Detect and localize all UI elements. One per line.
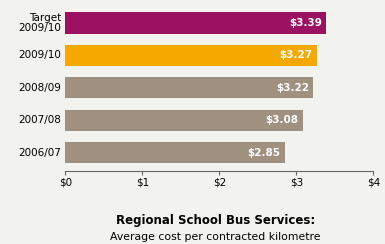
Text: $3.22: $3.22 bbox=[276, 83, 309, 93]
Bar bbox=[65, 142, 285, 163]
Text: $3.08: $3.08 bbox=[265, 115, 298, 125]
Text: Average cost per contracted kilometre: Average cost per contracted kilometre bbox=[110, 232, 321, 242]
Text: $3.27: $3.27 bbox=[280, 51, 313, 61]
Bar bbox=[65, 110, 303, 131]
Text: Regional School Bus Services:: Regional School Bus Services: bbox=[116, 214, 315, 227]
Bar bbox=[65, 77, 313, 98]
Bar bbox=[65, 45, 317, 66]
Text: $3.39: $3.39 bbox=[289, 18, 322, 28]
Bar bbox=[65, 12, 326, 33]
Text: $2.85: $2.85 bbox=[247, 148, 280, 158]
